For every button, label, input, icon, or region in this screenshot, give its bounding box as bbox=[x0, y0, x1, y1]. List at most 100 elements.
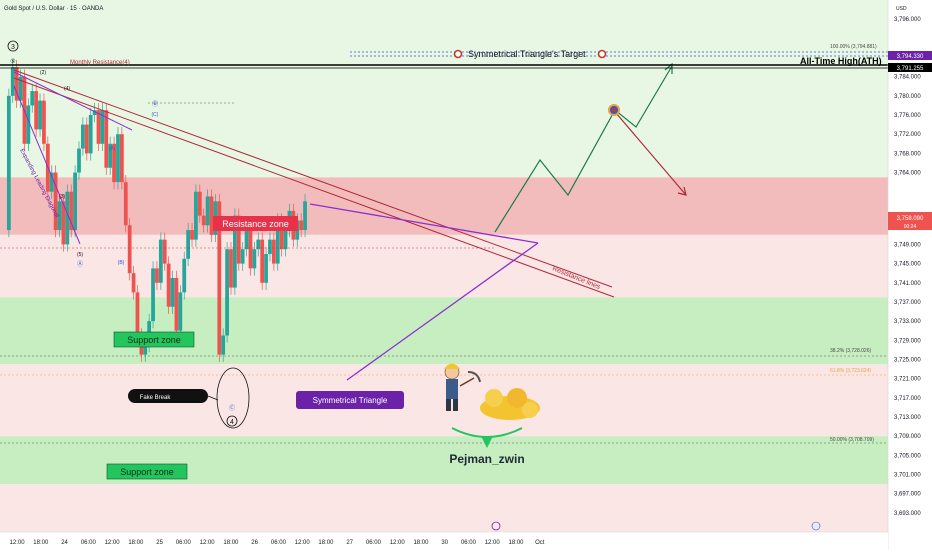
time-tick: 06:00 bbox=[271, 540, 287, 546]
candle-body bbox=[166, 263, 171, 307]
drawings bbox=[0, 62, 687, 381]
price-axis-bg bbox=[888, 0, 932, 550]
author-label: Pejman_zwin bbox=[449, 452, 524, 466]
candle-body bbox=[14, 67, 19, 101]
symmetrical-triangle-badge bbox=[296, 391, 404, 409]
price-tick: 3,796.000 bbox=[894, 17, 921, 23]
time-tick: 12:00 bbox=[10, 540, 26, 546]
candle-body bbox=[61, 201, 66, 245]
price-tick: 3,749.000 bbox=[894, 242, 921, 248]
wave-4-label: 4 bbox=[230, 419, 234, 426]
fake-break-label: Fake Break bbox=[140, 395, 172, 401]
wave-5-label: ⑤ bbox=[10, 58, 15, 65]
candle-body bbox=[248, 230, 253, 269]
wave-c-label: Ⓒ bbox=[229, 404, 235, 412]
event-icon[interactable] bbox=[491, 521, 501, 531]
monthly-resistance-label: Monthly Resistance(4) bbox=[70, 60, 130, 66]
candle-body bbox=[158, 239, 163, 283]
candle-body bbox=[38, 100, 42, 130]
wave-4-circle bbox=[226, 415, 238, 427]
candle-body bbox=[190, 230, 194, 240]
time-axis-ticks: 12:00 18:00 24 06:00 12:00 18:00 25 06:00 12:00 1… bbox=[10, 540, 545, 546]
price-tick: 3,737.000 bbox=[894, 300, 921, 306]
candle-body bbox=[81, 124, 85, 149]
time-tick: 30 bbox=[441, 540, 448, 546]
wave-b-label: (B) bbox=[118, 260, 125, 266]
symmetrical-triangle-label: Symmetrical Triangle bbox=[313, 396, 388, 405]
candle-body bbox=[252, 249, 257, 269]
candle-body bbox=[233, 215, 237, 288]
time-tick: 27 bbox=[346, 540, 353, 546]
price-tick: 3,697.000 bbox=[894, 492, 921, 498]
candle-body bbox=[65, 191, 70, 245]
resistance-zone-label: Resistance zone bbox=[222, 219, 289, 229]
candle-body bbox=[221, 335, 226, 355]
wave-a-circle-label: Ⓐ bbox=[77, 260, 83, 268]
gold-miner-icon bbox=[444, 363, 540, 420]
wave-2-label: (2) bbox=[40, 70, 46, 76]
time-tick: 06:00 bbox=[81, 540, 97, 546]
support-zone-badge-2 bbox=[106, 463, 188, 480]
candle-body bbox=[197, 191, 202, 216]
candle-body bbox=[18, 76, 23, 101]
band-mid-red bbox=[0, 234, 888, 298]
symbol-title: Gold Spot / U.S. Dollar · 15 · OANDA bbox=[4, 6, 103, 12]
time-tick: 06:00 bbox=[176, 540, 192, 546]
resistance-zone-badge bbox=[213, 216, 298, 231]
author-swoosh-tip bbox=[481, 436, 493, 448]
fake-break-badge bbox=[128, 389, 208, 403]
projection-down-arrowhead bbox=[677, 186, 687, 196]
price-tick: 3,733.000 bbox=[894, 319, 921, 325]
time-tick: 12:00 bbox=[485, 540, 501, 546]
candle-body bbox=[119, 134, 124, 183]
wave-3-label: 3 bbox=[11, 44, 15, 51]
ath-price-value: 3,791.255 bbox=[897, 66, 924, 72]
triangle-lower bbox=[346, 242, 539, 381]
candle-body bbox=[30, 91, 35, 106]
resistance-line-upper bbox=[13, 69, 613, 288]
candle-body bbox=[303, 201, 307, 231]
price-tick: 3,729.000 bbox=[894, 338, 921, 344]
candle-body bbox=[112, 143, 116, 183]
band-bottom-red bbox=[0, 484, 888, 532]
wave-3-circle bbox=[7, 40, 19, 52]
bar-timer: 00:24 bbox=[904, 224, 917, 230]
projection-up-path bbox=[494, 65, 673, 233]
support-zone-label-1: Support zone bbox=[127, 335, 181, 345]
candle-body bbox=[100, 110, 105, 144]
candle-body bbox=[229, 249, 233, 288]
time-axis-bg bbox=[0, 532, 888, 550]
candle-body bbox=[182, 258, 187, 293]
us-flag-icon[interactable] bbox=[811, 521, 821, 531]
time-tick: 12:00 bbox=[105, 540, 121, 546]
price-tick: 3,772.000 bbox=[894, 132, 921, 138]
candle-body bbox=[240, 249, 245, 264]
fib-618-label: 61.8% (3,723.624) bbox=[830, 368, 871, 374]
candle-body bbox=[205, 196, 210, 226]
candle-body bbox=[178, 292, 183, 331]
price-tick: 3,717.000 bbox=[894, 396, 921, 402]
candle-body bbox=[73, 172, 77, 231]
candles bbox=[6, 59, 307, 362]
candle-body bbox=[10, 67, 15, 96]
time-tick: 24 bbox=[61, 540, 68, 546]
price-tick: 3,741.000 bbox=[894, 281, 921, 287]
zone-bands bbox=[0, 0, 888, 532]
time-tick: 18:00 bbox=[413, 540, 429, 546]
candle-body bbox=[88, 115, 93, 154]
time-tick: 12:00 bbox=[200, 540, 216, 546]
candle-body bbox=[271, 239, 276, 264]
candle-body bbox=[209, 196, 214, 235]
time-tick: 18:00 bbox=[508, 540, 524, 546]
time-tick: 18:00 bbox=[33, 540, 49, 546]
triangle-upper bbox=[309, 203, 539, 244]
price-tick: 3,776.000 bbox=[894, 113, 921, 119]
fake-break-pointer bbox=[207, 395, 219, 401]
time-tick: 06:00 bbox=[461, 540, 477, 546]
ath-label: All-Time High(ATH) bbox=[800, 56, 882, 66]
candle-body bbox=[283, 230, 288, 250]
candle-body bbox=[92, 110, 97, 116]
candle-body bbox=[135, 292, 140, 336]
target-price-badge bbox=[888, 51, 932, 60]
